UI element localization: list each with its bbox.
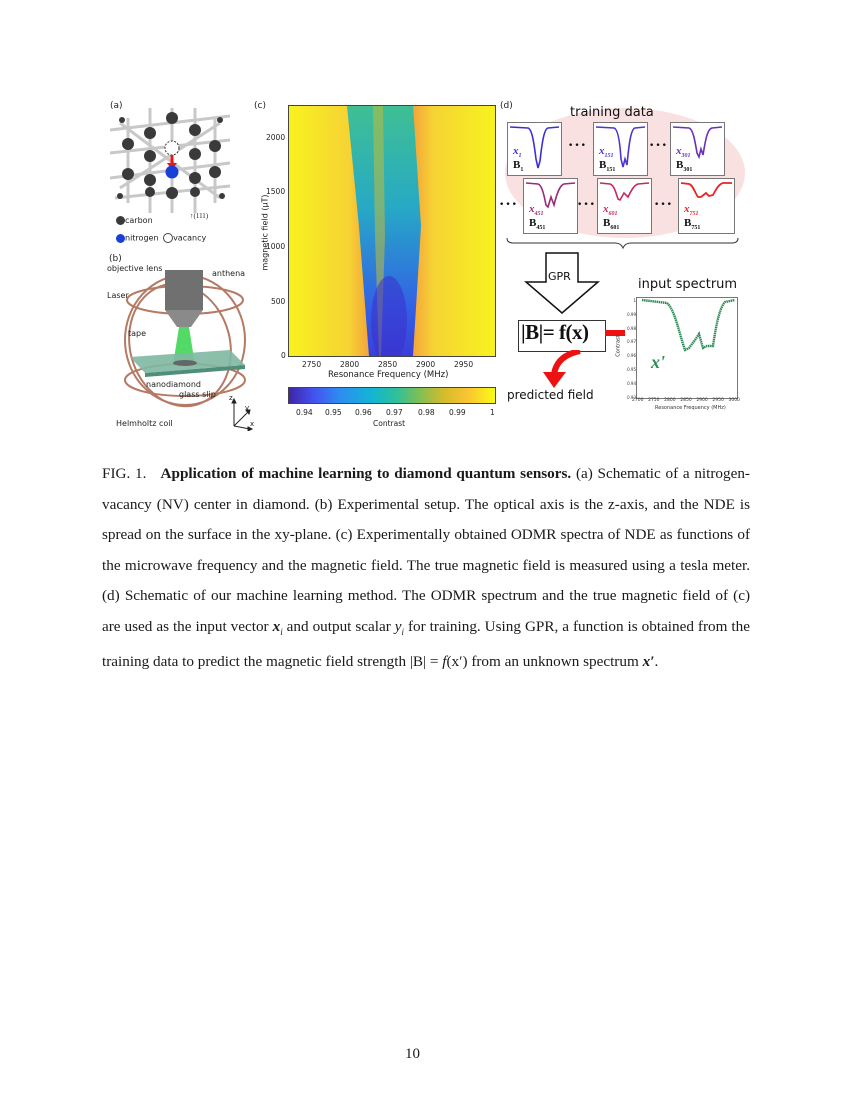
input-xlabel: Resonance Frequency (MHz): [655, 405, 726, 411]
xtick-2950: 2950: [454, 360, 474, 369]
panel-a-label: (a): [110, 101, 123, 111]
ytick-1000: 1000: [266, 242, 286, 251]
ytick-1500: 1500: [266, 187, 286, 196]
caption-title: Application of machine learning to diamo…: [160, 465, 572, 482]
xtick-2800: 2800: [340, 360, 360, 369]
tape-label: tape: [128, 329, 147, 338]
input-spectrum-title: input spectrum: [638, 277, 738, 292]
legend-carbon: carbon: [116, 216, 153, 225]
fig-label: FIG. 1.: [102, 465, 147, 482]
connector-bar: [605, 330, 625, 336]
legend-nitrogen-vacancy: nitrogen vacancy: [116, 233, 206, 243]
training-spectrum-301: x301 B301: [670, 122, 725, 176]
training-brace-icon: [506, 237, 739, 250]
input-spectrum-plot: x': [636, 297, 738, 399]
gpr-label: GPR: [548, 270, 571, 283]
ellipsis-3: ···: [499, 196, 519, 213]
xyz-axes-icon: [231, 397, 254, 431]
helmholtz-coil-label: Helmholtz coil: [116, 419, 173, 428]
ellipsis-2: ···: [649, 137, 669, 154]
direction-111-label: ↑(111): [190, 212, 209, 220]
ytick-2000: 2000: [266, 133, 286, 142]
cbar-tick-0.96: 0.96: [355, 408, 372, 417]
panel-c-label: (c): [254, 101, 266, 111]
cbar-tick-1: 1: [490, 408, 495, 417]
training-data-title: training data: [570, 105, 654, 120]
gpr-down-arrow-icon: [524, 252, 600, 314]
panel-d-label: (d): [500, 101, 513, 111]
cbar-tick-0.95: 0.95: [325, 408, 342, 417]
predicted-field-label: predicted field: [507, 388, 594, 402]
cbar-tick-0.98: 0.98: [418, 408, 435, 417]
ytick-500: 500: [271, 297, 286, 306]
axis-z-label: z: [229, 394, 233, 402]
page-number: 10: [405, 1046, 420, 1062]
vacancy-circle-icon: [163, 233, 174, 243]
nitrogen-dot-icon: [116, 233, 125, 243]
xtick-2900: 2900: [416, 360, 436, 369]
ellipsis-4: ···: [577, 196, 597, 213]
heatmap-split-overlay: [289, 106, 495, 356]
odmr-heatmap: [288, 105, 496, 357]
spectrum-curve: [509, 126, 560, 169]
anthena-label: anthena: [212, 269, 246, 278]
laser-label: Laser: [107, 291, 129, 300]
training-spectrum-151: x151 B151: [593, 122, 648, 176]
input-ytick-labels: 1 0.99 0.98 0.97 0.96 0.95 0.94 0.93: [627, 298, 636, 400]
cbar-tick-0.99: 0.99: [449, 408, 466, 417]
contrast-colorbar: [288, 387, 496, 404]
axis-y-label: y: [245, 404, 250, 412]
glass-slip-label: glass slip: [179, 390, 216, 399]
ellipsis-1: ···: [568, 137, 588, 154]
colorbar-label: Contrast: [373, 419, 406, 428]
ytick-0: 0: [281, 351, 286, 360]
panel-b-label: (b): [109, 254, 122, 264]
axis-x-label: x: [250, 420, 255, 428]
nv-center-lattice-diagram: [110, 108, 230, 213]
input-symbol: x': [651, 352, 666, 372]
heatmap-ylabel: magnetic field (μT): [260, 194, 270, 271]
cbar-tick-0.94: 0.94: [296, 408, 313, 417]
formula-text: |B|= f(x): [521, 320, 589, 344]
input-spectrum-curve: [641, 298, 736, 352]
caption-body: (a) Schematic of a nitrogen-vacancy (NV)…: [102, 465, 750, 635]
training-spectrum-601: x601 B601: [597, 178, 652, 234]
objective-lens-label: objective lens: [107, 264, 163, 273]
training-spectrum-451: x451 B451: [523, 178, 578, 234]
predicted-curved-arrow-icon: [543, 350, 581, 388]
xtick-2750: 2750: [302, 360, 322, 369]
input-xtick-labels: 2700 2750 2800 2850 2900 2950 3000: [632, 398, 740, 403]
formula-box: [518, 320, 606, 352]
xtick-2850: 2850: [378, 360, 398, 369]
training-spectrum-751: x751 B751: [678, 178, 735, 234]
experimental-setup-diagram: [124, 270, 246, 408]
cbar-tick-0.97: 0.97: [386, 408, 403, 417]
carbon-dot-icon: [116, 216, 125, 225]
training-spectrum-1: x1 B1: [507, 122, 562, 176]
input-ylabel: Contrast: [615, 335, 622, 357]
ellipsis-5: ···: [654, 196, 674, 213]
figure-caption: FIG. 1. Application of machine learning …: [102, 465, 750, 671]
nanodiamond-label: nanodiamond: [146, 380, 201, 389]
heatmap-xlabel: Resonance Frequency (MHz): [328, 370, 449, 380]
